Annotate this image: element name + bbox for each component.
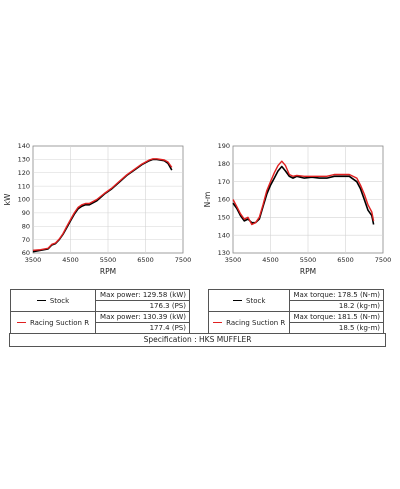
legend-stock: Stock xyxy=(10,289,96,312)
table-row: Stock Max power: 129.58 (kW) xyxy=(10,289,190,312)
x-axis-title: RPM xyxy=(300,267,316,276)
max-torque-nm: Max torque: 178.5 (N-m) xyxy=(289,289,384,301)
max-torque-kgm: 18.5 (kg-m) xyxy=(289,322,384,334)
y-tick-label: 100 xyxy=(18,196,30,204)
y-tick-label: 160 xyxy=(218,196,230,204)
specification-bar: Specification : HKS MUFFLER xyxy=(9,333,386,347)
x-tick-label: 5500 xyxy=(300,256,317,264)
y-tick-label: 130 xyxy=(18,156,30,164)
series-line-racing-suction-r xyxy=(232,160,375,226)
x-tick-label: 7500 xyxy=(175,256,192,264)
x-tick-label: 6500 xyxy=(137,256,154,264)
legend-racing-suction: Racing Suction R xyxy=(10,311,96,334)
x-tick-label: 3500 xyxy=(225,256,242,264)
x-tick-label: 6500 xyxy=(337,256,354,264)
legend-label: Racing Suction R xyxy=(226,318,286,327)
max-power-ps: 177.4 (PS) xyxy=(95,322,190,334)
y-tick-label: 90 xyxy=(22,209,30,217)
max-torque-kgm: 18.2 (kg-m) xyxy=(289,300,384,312)
stock-line-icon xyxy=(233,300,243,301)
x-tick-label: 4500 xyxy=(62,256,79,264)
y-tick-label: 110 xyxy=(18,182,30,190)
y-tick-label: 170 xyxy=(218,178,230,186)
y-axis-title: N-m xyxy=(203,192,212,208)
legend-racing-suction: Racing Suction R xyxy=(207,311,291,334)
y-tick-label: 60 xyxy=(22,249,30,257)
table-row: Stock Max torque: 178.5 (N-m) xyxy=(207,289,384,312)
stock-line-icon xyxy=(36,300,46,301)
legend-label: Racing Suction R xyxy=(29,318,90,327)
max-torque-nm: Max torque: 181.5 (N-m) xyxy=(289,311,384,323)
y-tick-label: 130 xyxy=(218,249,230,257)
y-tick-label: 190 xyxy=(218,142,230,150)
torque-table: Stock Max torque: 178.5 (N-m) 18.2 (kg-m… xyxy=(207,289,384,334)
legend-label: Stock xyxy=(49,296,70,305)
max-power-kw: Max power: 130.39 (kW) xyxy=(95,311,190,323)
legend-label: Stock xyxy=(246,296,266,305)
power-table: Stock Max power: 129.58 (kW) 176.3 (PS) … xyxy=(10,289,190,334)
y-tick-label: 70 xyxy=(22,236,30,244)
y-tick-label: 140 xyxy=(18,142,30,150)
y-tick-label: 140 xyxy=(218,231,230,239)
x-tick-label: 4500 xyxy=(262,256,279,264)
racing-suction-line-icon xyxy=(213,322,223,323)
x-tick-label: 5500 xyxy=(100,256,117,264)
y-axis-title: kW xyxy=(3,193,12,205)
table-row: Racing Suction R Max power: 130.39 (kW) xyxy=(10,311,190,334)
y-tick-label: 180 xyxy=(218,160,230,168)
max-power-ps: 176.3 (PS) xyxy=(95,300,190,312)
x-tick-label: 7500 xyxy=(375,256,392,264)
x-axis-title: RPM xyxy=(100,267,116,276)
max-power-kw: Max power: 129.58 (kW) xyxy=(95,289,190,301)
y-tick-label: 80 xyxy=(22,222,30,230)
legend-stock: Stock xyxy=(207,289,291,312)
series-line-racing-suction-r xyxy=(32,158,173,251)
torque-chart: 130 140 150 160 170 180 190 3500 4500 5500 6500 750… xyxy=(203,142,392,276)
x-tick-label: 3500 xyxy=(25,256,42,264)
table-row: Racing Suction R Max torque: 181.5 (N-m) xyxy=(207,311,384,334)
power-chart: 60 70 80 90 100 110 120 130 140 3500 4500 5500 6500 7… xyxy=(3,142,192,276)
series-line-stock xyxy=(232,165,375,225)
y-tick-label: 120 xyxy=(18,169,30,177)
y-tick-label: 150 xyxy=(218,214,230,222)
racing-suction-line-icon xyxy=(16,322,26,323)
